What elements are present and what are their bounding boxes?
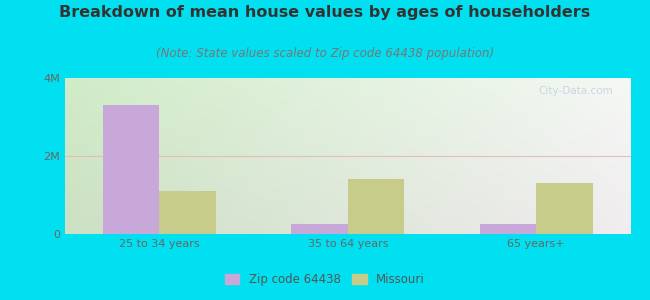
Bar	[103, 105, 159, 234]
Text: (Note: State values scaled to Zip code 64438 population): (Note: State values scaled to Zip code 6…	[156, 46, 494, 59]
Bar	[480, 224, 536, 234]
Bar	[159, 191, 216, 234]
Text: Breakdown of mean house values by ages of householders: Breakdown of mean house values by ages o…	[59, 4, 591, 20]
Bar	[536, 183, 593, 234]
Text: City-Data.com: City-Data.com	[539, 86, 614, 96]
Bar	[291, 224, 348, 234]
Legend: Zip code 64438, Missouri: Zip code 64438, Missouri	[220, 269, 430, 291]
Bar	[348, 179, 404, 234]
